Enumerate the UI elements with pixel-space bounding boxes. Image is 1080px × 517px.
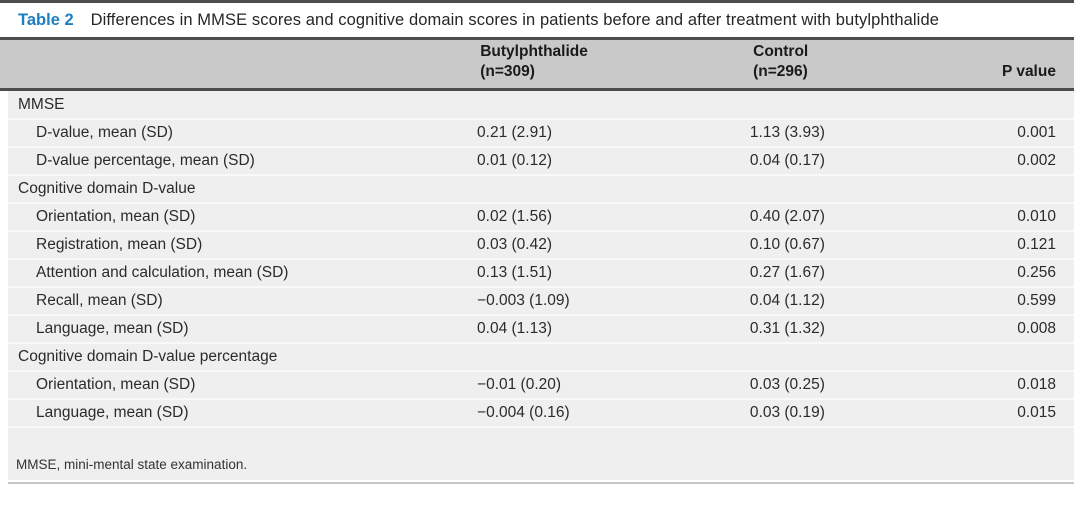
table-row: Attention and calculation, mean (SD) 0.1… [8,259,1074,288]
table-body: MMSE D-value, mean (SD) 0.21 (2.91) 1.13… [8,91,1074,428]
p-value: 0.121 [975,231,1074,260]
table-row: Language, mean (SD) −0.004 (0.16) 0.03 (… [8,399,1074,428]
p-value: 0.010 [975,203,1074,232]
control-value: 0.04 (1.12) [749,287,976,316]
header-control-name: Control [753,43,809,60]
p-value: 0.002 [975,147,1074,176]
control-value: 0.04 (0.17) [749,147,976,176]
bottom-rule [8,482,1074,484]
row-label: Language, mean (SD) [8,315,478,344]
table-footnote-area: MMSE, mini-mental state examination. [8,428,1074,480]
butylphthalide-value: 0.01 (0.12) [477,147,750,176]
butylphthalide-value: −0.003 (1.09) [477,287,750,316]
section-row: Cognitive domain D-value [8,175,1074,204]
row-label: Attention and calculation, mean (SD) [8,259,478,288]
header-control: Control (n=296) [753,42,979,88]
control-value: 0.03 (0.25) [749,371,976,400]
butylphthalide-value: 0.04 (1.13) [477,315,750,344]
table-row: Recall, mean (SD) −0.003 (1.09) 0.04 (1.… [8,287,1074,316]
butylphthalide-value: 0.02 (1.56) [477,203,750,232]
butylphthalide-value: −0.004 (0.16) [477,399,750,428]
table-row: Orientation, mean (SD) 0.02 (1.56) 0.40 … [8,203,1074,232]
control-value: 0.40 (2.07) [749,203,976,232]
control-value: 1.13 (3.93) [749,119,976,148]
butylphthalide-value: −0.01 (0.20) [477,371,750,400]
table-row: Orientation, mean (SD) −0.01 (0.20) 0.03… [8,371,1074,400]
section-label: MMSE [8,91,1074,120]
table-number-label: Table 2 [18,11,74,29]
table-row: Registration, mean (SD) 0.03 (0.42) 0.10… [8,231,1074,260]
header-butylphthalide: Butylphthalide (n=309) [480,42,753,88]
table-row: D-value, mean (SD) 0.21 (2.91) 1.13 (3.9… [8,119,1074,148]
p-value: 0.015 [975,399,1074,428]
p-value: 0.001 [975,119,1074,148]
row-label: D-value percentage, mean (SD) [8,147,478,176]
control-value: 0.27 (1.67) [749,259,976,288]
row-label: Orientation, mean (SD) [8,203,478,232]
table-row: Language, mean (SD) 0.04 (1.13) 0.31 (1.… [8,315,1074,344]
p-value: 0.599 [975,287,1074,316]
header-p-value: P value [1001,63,1056,80]
p-value: 0.256 [975,259,1074,288]
row-label: Orientation, mean (SD) [8,371,478,400]
control-value: 0.31 (1.32) [749,315,976,344]
control-value: 0.03 (0.19) [749,399,976,428]
table-row: D-value percentage, mean (SD) 0.01 (0.12… [8,147,1074,176]
section-row: Cognitive domain D-value percentage [8,343,1074,372]
header-control-n: (n=296) [753,63,808,80]
data-table: MMSE D-value, mean (SD) 0.21 (2.91) 1.13… [8,91,1074,428]
section-label: Cognitive domain D-value [8,175,1074,204]
header-butylphthalide-n: (n=309) [480,63,535,80]
top-rule [0,0,1074,3]
table-caption: Table 2 Differences in MMSE scores and c… [0,3,1080,37]
section-label: Cognitive domain D-value percentage [8,343,1074,372]
table-title-text: Differences in MMSE scores and cognitive… [90,11,939,29]
table-header-band: Butylphthalide (n=309) Control (n=296) P… [0,37,1074,91]
section-row: MMSE [8,91,1074,120]
footnote-text: MMSE, mini-mental state examination. [16,457,248,472]
butylphthalide-value: 0.03 (0.42) [477,231,750,260]
row-label: Recall, mean (SD) [8,287,478,316]
row-label: D-value, mean (SD) [8,119,478,148]
control-value: 0.10 (0.67) [749,231,976,260]
butylphthalide-value: 0.13 (1.51) [477,259,750,288]
header-empty-cell [8,82,480,88]
butylphthalide-value: 0.21 (2.91) [477,119,750,148]
header-butylphthalide-name: Butylphthalide [480,43,588,60]
row-label: Language, mean (SD) [8,399,478,428]
row-label: Registration, mean (SD) [8,231,478,260]
p-value: 0.018 [975,371,1074,400]
p-value: 0.008 [975,315,1074,344]
